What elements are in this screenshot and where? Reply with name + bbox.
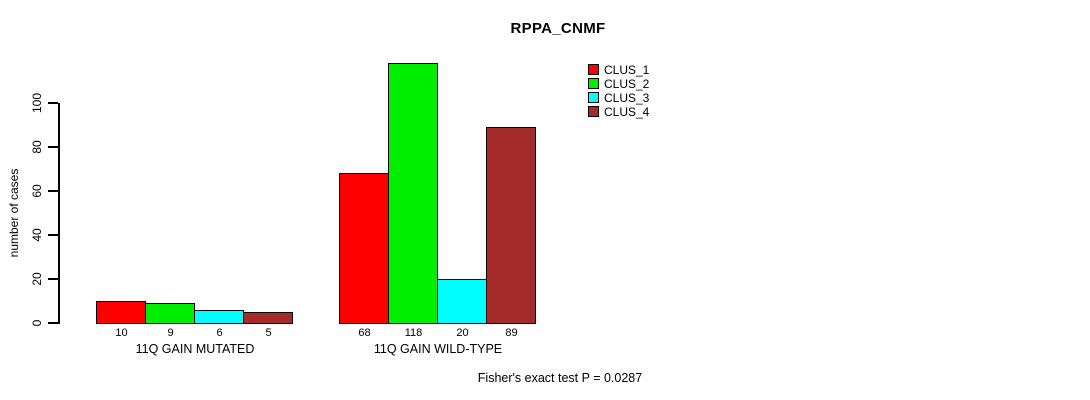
y-axis-tick xyxy=(48,278,58,280)
legend-label-clus_3: CLUS_3 xyxy=(604,91,650,105)
legend-swatch-clus_3 xyxy=(588,92,599,103)
y-axis-tick-label: 20 xyxy=(30,272,44,286)
bar-value-label: 5 xyxy=(265,327,272,339)
fisher-test-annotation: Fisher's exact test P = 0.0287 xyxy=(477,371,643,385)
bar-clus_1-mutated xyxy=(96,301,146,324)
bar-clus_4-mutated xyxy=(243,312,293,324)
y-axis-tick-label: 0 xyxy=(30,319,44,327)
bar-value-label: 10 xyxy=(115,327,128,339)
bar-clus_2-mutated xyxy=(145,303,195,324)
bar-value-label: 118 xyxy=(404,327,423,339)
y-axis-tick xyxy=(48,190,58,192)
x-axis-group-label: 11Q GAIN MUTATED xyxy=(135,342,255,356)
y-axis-label: number of cases xyxy=(7,168,21,258)
chart-title: RPPA_CNMF xyxy=(510,20,606,37)
bar-value-label: 20 xyxy=(456,327,469,339)
legend-swatch-clus_1 xyxy=(588,64,599,75)
y-axis-tick-label: 80 xyxy=(30,140,44,154)
bar-value-label: 6 xyxy=(216,327,223,339)
bar-clus_3-wild-type xyxy=(437,279,487,324)
legend-label-clus_4: CLUS_4 xyxy=(604,105,650,119)
y-axis-tick xyxy=(48,234,58,236)
bar-value-label: 9 xyxy=(167,327,174,339)
y-axis-tick-label: 100 xyxy=(30,92,44,114)
y-axis-tick xyxy=(48,102,58,104)
bar-value-label: 89 xyxy=(505,327,518,339)
legend-swatch-clus_4 xyxy=(588,106,599,117)
x-axis-group-label: 11Q GAIN WILD-TYPE xyxy=(373,342,503,356)
y-axis xyxy=(58,103,60,324)
bar-clus_1-wild-type xyxy=(339,173,389,324)
bar-value-label: 68 xyxy=(358,327,371,339)
legend-swatch-clus_2 xyxy=(588,78,599,89)
legend-label-clus_1: CLUS_1 xyxy=(604,63,650,77)
bar-clus_4-wild-type xyxy=(486,127,536,324)
y-axis-tick-label: 40 xyxy=(30,228,44,242)
legend-label-clus_2: CLUS_2 xyxy=(604,77,650,91)
y-axis-tick-label: 60 xyxy=(30,184,44,198)
bar-clus_3-mutated xyxy=(194,310,244,324)
bar-clus_2-wild-type xyxy=(388,63,438,324)
y-axis-tick xyxy=(48,322,58,324)
y-axis-tick xyxy=(48,146,58,148)
